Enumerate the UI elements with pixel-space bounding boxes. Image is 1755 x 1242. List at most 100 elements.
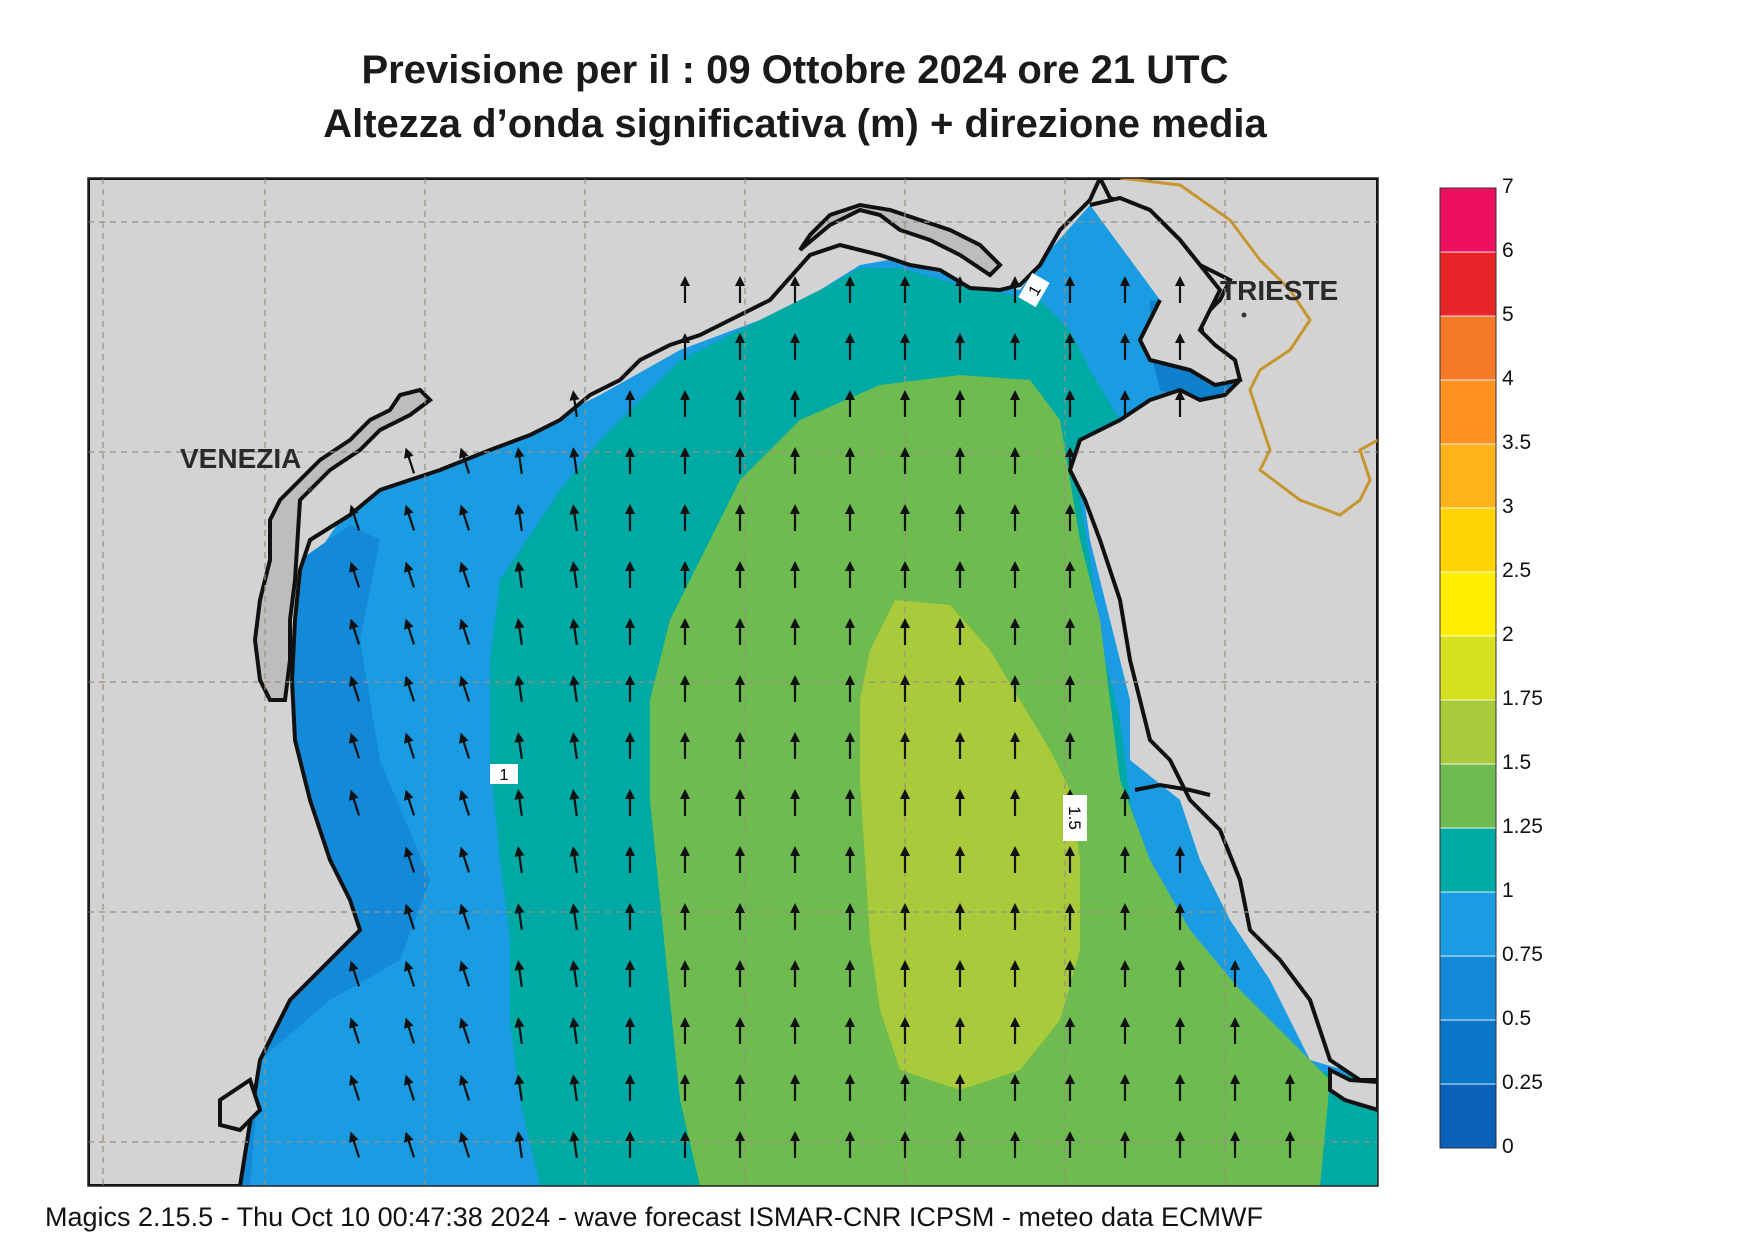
- wave-arrow: [404, 1074, 416, 1101]
- wave-arrow: [514, 447, 525, 475]
- wave-arrow: [1230, 1017, 1240, 1044]
- wave-arrow: [569, 675, 580, 703]
- wave-arrow: [790, 675, 800, 702]
- wave-arrow: [625, 390, 635, 417]
- legend-label-0.75: 0.75: [1502, 943, 1543, 966]
- wave-arrow: [735, 561, 745, 588]
- land-north: [88, 178, 1103, 1186]
- wave-arrow: [735, 504, 745, 531]
- wave-arrow: [900, 561, 910, 588]
- wave-arrow: [1010, 1017, 1020, 1044]
- wave-arrow: [459, 1017, 471, 1044]
- wave-arrow: [790, 789, 800, 816]
- wave-arrow: [569, 1074, 580, 1102]
- wave-arrow: [845, 789, 855, 816]
- wave-arrow: [900, 675, 910, 702]
- legend-label-6: 6: [1502, 239, 1514, 262]
- legend-label-7: 7: [1502, 175, 1514, 198]
- legend-label-4: 4: [1502, 367, 1514, 390]
- legend-label-0: 0: [1502, 1135, 1514, 1158]
- wave-arrow: [900, 276, 910, 303]
- wave-arrow: [680, 675, 690, 702]
- wave-arrow: [625, 675, 635, 702]
- wave-arrow: [1175, 1131, 1185, 1158]
- wave-arrow: [514, 846, 525, 874]
- wave-arrow: [680, 618, 690, 645]
- wave-arrow: [404, 618, 416, 645]
- wave-arrow: [1175, 846, 1185, 873]
- wave-arrow: [845, 903, 855, 930]
- wave-arrow: [1010, 675, 1020, 702]
- wave-arrow: [349, 789, 361, 816]
- wave-arrow: [955, 1074, 965, 1101]
- wave-arrow: [569, 789, 580, 817]
- wave-arrow: [735, 846, 745, 873]
- wave-arrow: [845, 276, 855, 303]
- wave-arrow: [569, 846, 580, 874]
- wave-arrow: [900, 504, 910, 531]
- wave-arrow: [1010, 960, 1020, 987]
- wave-arrow: [625, 846, 635, 873]
- wave-arrow: [1010, 618, 1020, 645]
- wave-arrow: [569, 1017, 580, 1045]
- wave-arrow: [790, 1131, 800, 1158]
- legend-label-3.5: 3.5: [1502, 431, 1532, 454]
- wave-arrow: [459, 1131, 471, 1158]
- wave-arrow: [1065, 675, 1075, 702]
- wave-arrow: [1230, 1131, 1240, 1158]
- legend-swatch-10: [1439, 443, 1497, 509]
- wave-arrow: [404, 675, 416, 702]
- wave-arrow: [404, 561, 416, 588]
- legend-label-2: 2: [1502, 623, 1514, 646]
- wave-arrow: [900, 1017, 910, 1044]
- wave-arrow: [514, 1131, 525, 1159]
- wave-arrow: [459, 561, 471, 588]
- wave-arrow: [1120, 903, 1130, 930]
- wave-arrow: [569, 504, 580, 532]
- wave-arrow: [680, 390, 690, 417]
- wave-arrow: [459, 903, 471, 930]
- wave-arrow: [735, 390, 745, 417]
- wave-arrow: [404, 504, 416, 531]
- contour-label-1-b: 1: [1018, 272, 1050, 308]
- wave-arrow: [845, 732, 855, 759]
- wave-arrow: [735, 1131, 745, 1158]
- wave-arrow: [514, 960, 525, 988]
- wave-arrow: [569, 390, 580, 418]
- wave-arrow: [1230, 1074, 1240, 1101]
- wave-arrow: [900, 903, 910, 930]
- wave-arrow: [735, 732, 745, 759]
- wave-arrow: [790, 732, 800, 759]
- coast-south-west: [218, 1076, 263, 1133]
- contour-label-1.5-text: 1.5: [1065, 806, 1084, 830]
- wave-arrow: [790, 960, 800, 987]
- wave-arrow: [349, 960, 361, 987]
- wave-arrow: [790, 903, 800, 930]
- wave-arrow: [1285, 1131, 1295, 1158]
- land-east-inlet: [1134, 782, 1211, 797]
- wave-arrow: [1065, 561, 1075, 588]
- wave-arrow: [1065, 846, 1075, 873]
- wave-arrow: [1010, 333, 1020, 360]
- legend-swatch-1: [1439, 1019, 1497, 1085]
- wave-arrow: [900, 789, 910, 816]
- wave-arrow: [900, 390, 910, 417]
- contour-label-1.5: 1.5: [1063, 795, 1087, 841]
- wave-arrow: [845, 1017, 855, 1044]
- wave-arrow: [1120, 1131, 1130, 1158]
- wave-arrow: [680, 960, 690, 987]
- wave-arrow: [735, 1017, 745, 1044]
- wave-arrow: [404, 1131, 416, 1158]
- legend-swatch-5: [1439, 763, 1497, 829]
- wave-arrow: [1120, 1074, 1130, 1101]
- wave-arrow: [680, 1131, 690, 1158]
- legend-swatch-12: [1439, 315, 1497, 381]
- wave-arrow: [845, 618, 855, 645]
- wave-arrow: [735, 618, 745, 645]
- wave-arrow: [790, 1017, 800, 1044]
- wave-arrow: [955, 561, 965, 588]
- wave-arrow: [735, 789, 745, 816]
- wave-arrow: [680, 333, 690, 360]
- wave-arrow: [900, 333, 910, 360]
- wave-arrow: [845, 960, 855, 987]
